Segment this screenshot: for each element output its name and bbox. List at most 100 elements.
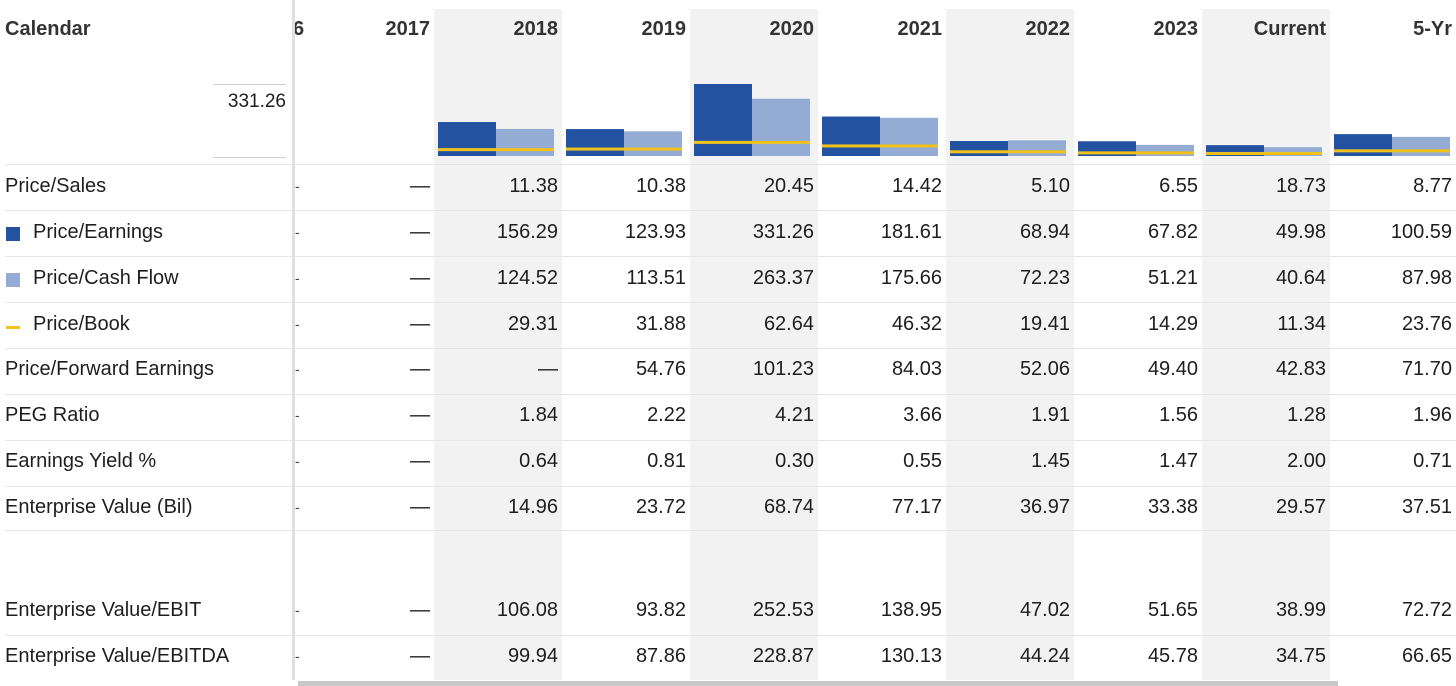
year-header[interactable]: 2020 — [769, 18, 815, 40]
bar-price-earnings[interactable] — [1334, 134, 1392, 156]
bar-price-cash-flow[interactable] — [624, 131, 682, 156]
year-header[interactable]: 2023 — [1153, 18, 1199, 40]
bar-price-cash-flow[interactable] — [496, 128, 554, 156]
shaded-column — [946, 9, 1074, 680]
row-label: Enterprise Value/EBIT — [5, 599, 202, 621]
row-divider — [5, 348, 1456, 349]
value-cell: — — [410, 496, 430, 518]
marker-price-book[interactable] — [694, 140, 810, 144]
year-header[interactable]: 2019 — [641, 18, 687, 40]
marker-price-book[interactable] — [1078, 151, 1194, 155]
value-cell: 10.38 — [635, 175, 686, 197]
marker-price-book[interactable] — [1334, 149, 1450, 153]
value-cell: 124.52 — [496, 267, 558, 289]
value-cell: 72.72 — [1401, 599, 1452, 621]
value-cell: — — [410, 313, 430, 335]
value-cell: 77.17 — [891, 496, 942, 518]
cut-column-cell: - — [295, 361, 300, 377]
value-cell: 93.82 — [635, 599, 686, 621]
value-cell: 6.55 — [1159, 175, 1198, 197]
value-cell: 29.57 — [1275, 496, 1326, 518]
value-cell: 45.78 — [1147, 645, 1198, 667]
bar-price-cash-flow[interactable] — [1008, 140, 1066, 156]
value-cell: 106.08 — [496, 599, 558, 621]
value-cell: 99.94 — [507, 645, 558, 667]
value-cell: 71.70 — [1401, 358, 1452, 380]
value-cell: 11.34 — [1277, 313, 1326, 335]
value-cell: 263.37 — [752, 267, 814, 289]
cut-column-cell: - — [295, 499, 300, 515]
bar-price-earnings[interactable] — [694, 84, 752, 156]
row-label: Price/Forward Earnings — [5, 358, 214, 380]
row-label: Enterprise Value/EBITDA — [5, 645, 230, 667]
value-cell: 0.81 — [647, 450, 686, 472]
value-cell: 37.51 — [1401, 496, 1452, 518]
value-cell: 5.10 — [1031, 175, 1070, 197]
value-cell: 52.06 — [1019, 358, 1070, 380]
cut-column-header: 6 — [293, 18, 305, 40]
value-cell: 49.98 — [1275, 221, 1326, 243]
value-cell: 252.53 — [752, 599, 814, 621]
year-header[interactable]: 2021 — [897, 18, 943, 40]
value-cell: 34.75 — [1275, 645, 1326, 667]
value-cell: 3.66 — [903, 404, 942, 426]
bar-price-earnings[interactable] — [950, 141, 1008, 156]
legend-square-swatch — [6, 227, 20, 241]
cut-column-cell: - — [295, 453, 300, 469]
valuation-bar-chart — [438, 84, 1450, 156]
year-header[interactable]: 2017 — [385, 18, 431, 40]
year-header[interactable]: Current — [1253, 18, 1326, 40]
row-label: Price/Sales — [5, 175, 107, 197]
value-cell: 2.00 — [1287, 450, 1326, 472]
shaded-column — [1202, 9, 1330, 680]
row-divider — [5, 635, 1456, 636]
value-cell: 2.22 — [647, 404, 686, 426]
value-cell: — — [410, 645, 430, 667]
cut-column-cell: - — [295, 178, 300, 194]
value-cell: 46.32 — [891, 313, 942, 335]
year-header[interactable]: 2018 — [513, 18, 559, 40]
marker-price-book[interactable] — [438, 148, 554, 152]
bar-price-earnings[interactable] — [1206, 145, 1264, 156]
marker-price-book[interactable] — [566, 147, 682, 151]
column-divider[interactable] — [292, 0, 295, 680]
value-cell: 87.98 — [1401, 267, 1452, 289]
value-cell: 156.29 — [496, 221, 558, 243]
value-cell: 18.73 — [1275, 175, 1326, 197]
value-cell: — — [410, 267, 430, 289]
value-cell: 0.55 — [903, 450, 942, 472]
value-cell: 51.21 — [1147, 267, 1198, 289]
year-header[interactable]: 2022 — [1025, 18, 1071, 40]
marker-price-book[interactable] — [1206, 152, 1322, 156]
year-header[interactable]: 5-Yr — [1413, 18, 1452, 40]
bar-price-earnings[interactable] — [566, 129, 624, 156]
legend-square-swatch — [6, 273, 20, 287]
bar-price-cash-flow[interactable] — [1264, 147, 1322, 156]
marker-price-book[interactable] — [822, 144, 938, 148]
row-label[interactable]: Price/Book — [33, 313, 130, 335]
value-cell: 113.51 — [626, 267, 686, 289]
row-divider — [5, 164, 1456, 165]
value-cell: 40.64 — [1275, 267, 1326, 289]
bar-price-earnings[interactable] — [822, 116, 880, 156]
cut-column-cell: - — [295, 270, 300, 286]
cut-column-cell: - — [295, 224, 300, 240]
bar-price-cash-flow[interactable] — [752, 98, 810, 156]
bar-price-cash-flow[interactable] — [880, 117, 938, 156]
value-cell: 4.21 — [775, 404, 814, 426]
value-cell: 100.59 — [1390, 221, 1452, 243]
row-label[interactable]: Price/Earnings — [33, 221, 164, 243]
value-cell: 62.64 — [763, 313, 814, 335]
bar-price-cash-flow[interactable] — [1136, 144, 1194, 156]
value-cell: 8.77 — [1413, 175, 1452, 197]
marker-price-book[interactable] — [950, 150, 1066, 154]
value-cell: 138.95 — [880, 599, 942, 621]
bar-price-cash-flow[interactable] — [1392, 136, 1450, 156]
value-cell: 1.45 — [1031, 450, 1070, 472]
value-cell: 47.02 — [1019, 599, 1070, 621]
value-cell: 11.38 — [509, 175, 558, 197]
value-cell: 228.87 — [752, 645, 814, 667]
horizontal-scrollbar[interactable] — [298, 681, 1338, 686]
value-cell: 66.65 — [1401, 645, 1452, 667]
row-label[interactable]: Price/Cash Flow — [33, 267, 179, 289]
